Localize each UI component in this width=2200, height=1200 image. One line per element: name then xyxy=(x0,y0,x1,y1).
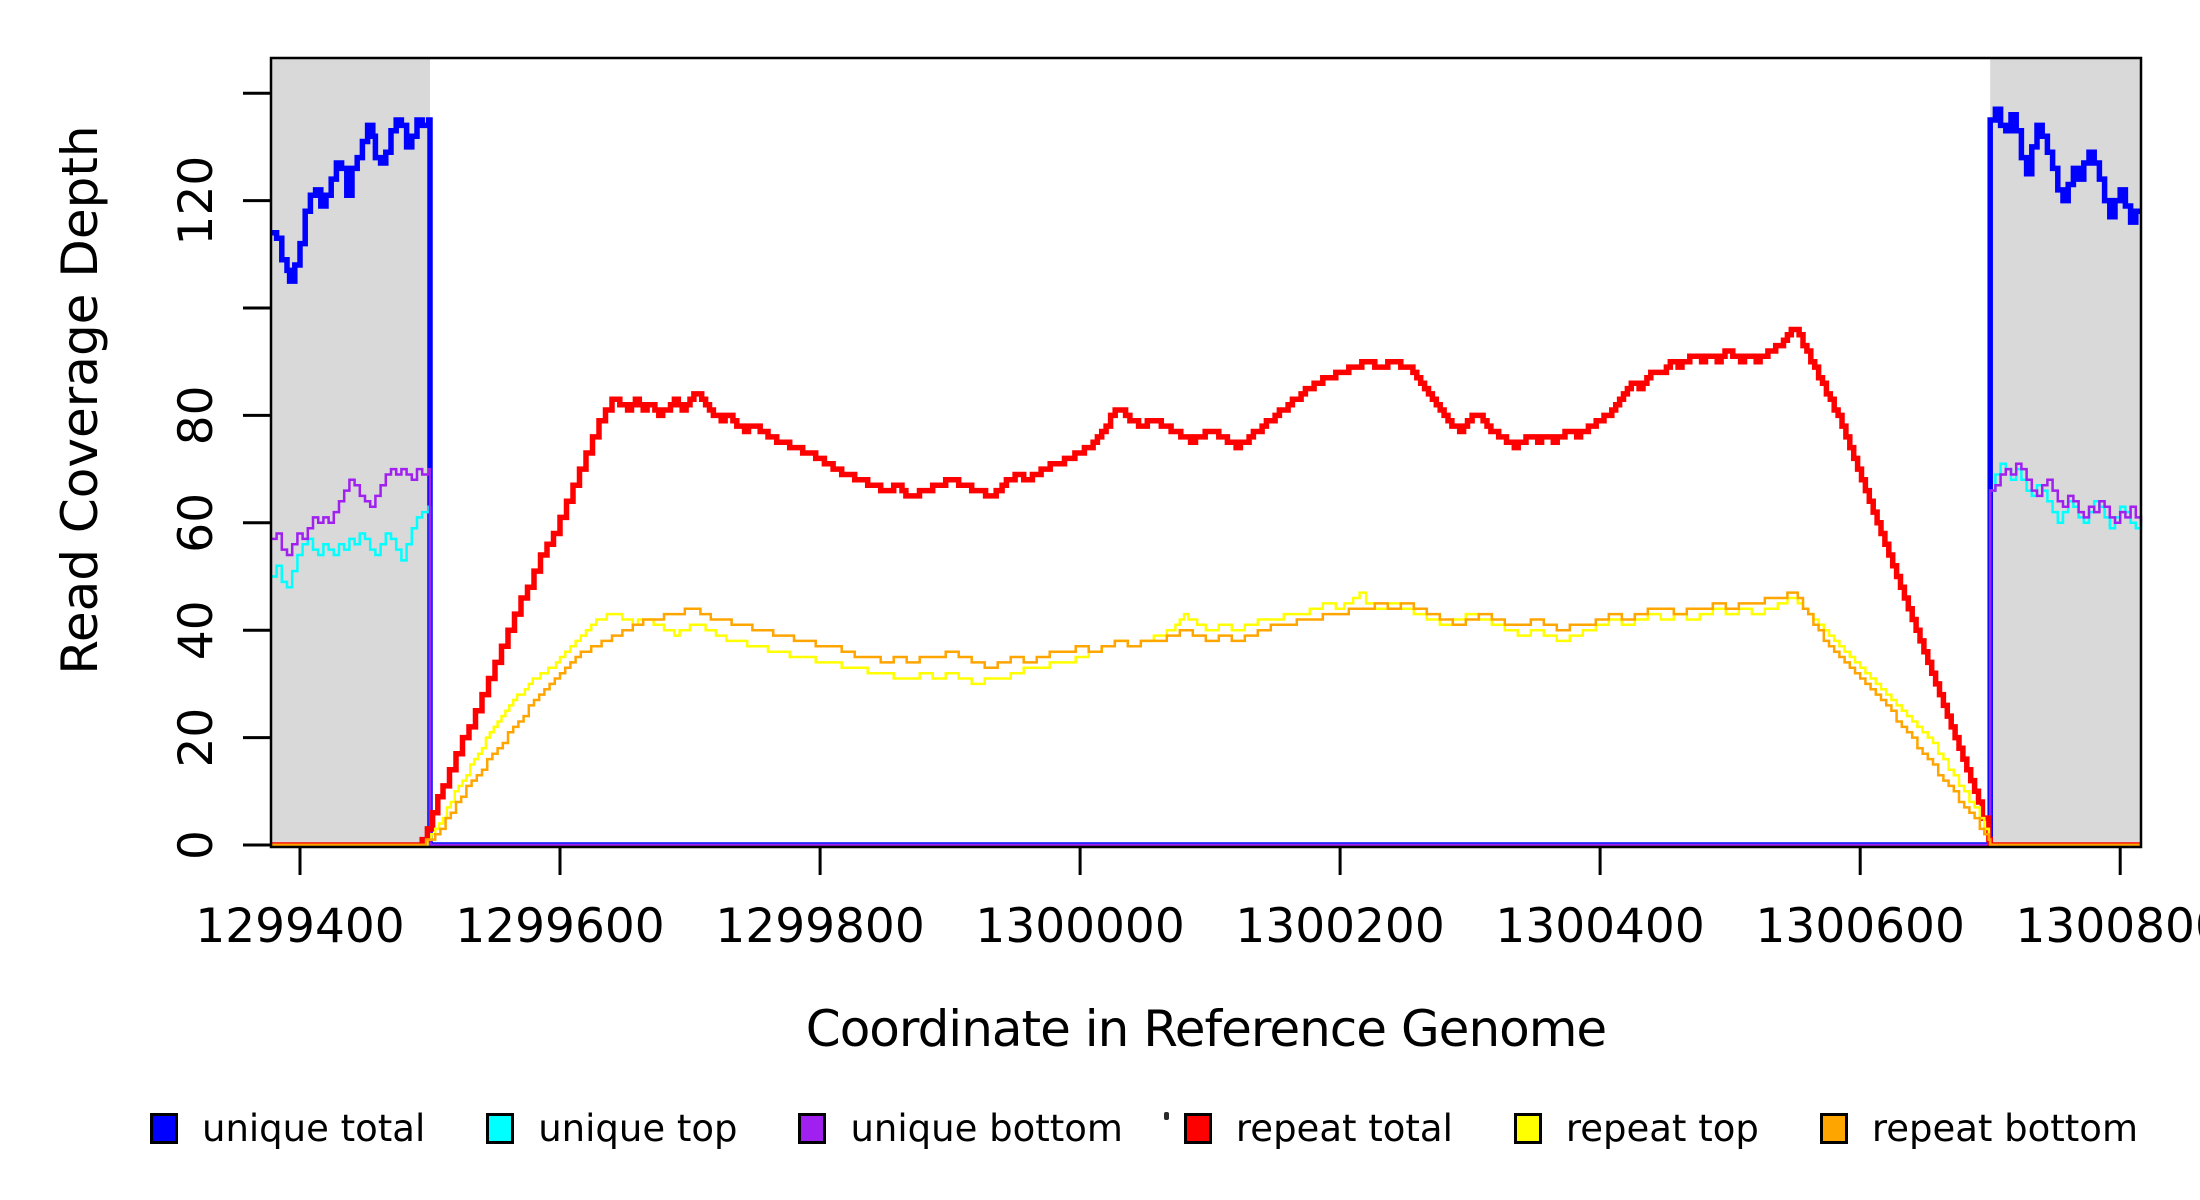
plot-canvas: 0 20 40 60 80 120 1299400 1299600 1299800 1300000… xyxy=(169,56,2200,954)
legend-label: repeat total xyxy=(1235,1106,1453,1150)
legend-swatch xyxy=(1183,1112,1212,1144)
legend-label: unique top xyxy=(538,1106,738,1150)
series-repeat-total xyxy=(271,326,2141,848)
y-tick-label: 120 xyxy=(169,156,224,246)
legend-swatch xyxy=(486,1112,515,1144)
legend-swatch xyxy=(150,1112,178,1144)
x-tick-label: 1300600 xyxy=(1756,899,1965,954)
legend: unique total unique top unique bottom repea… xyxy=(150,1098,2138,1158)
x-tick-label: 1300800 xyxy=(2016,899,2200,954)
stray-mark xyxy=(1164,1112,1169,1120)
y-tick-label: 80 xyxy=(169,385,224,445)
series-unique-bottom xyxy=(271,462,2143,847)
x-tick-label: 1299800 xyxy=(715,899,924,954)
series-repeat-bottom xyxy=(271,591,2141,847)
x-tick-label: 1299600 xyxy=(455,899,664,954)
legend-swatch xyxy=(1513,1112,1542,1144)
legend-item-repeat-bottom: repeat bottom xyxy=(1819,1106,2138,1150)
legend-label: repeat bottom xyxy=(1871,1106,2138,1150)
legend-swatch xyxy=(1819,1112,1848,1144)
series-repeat-top xyxy=(271,591,2141,847)
legend-label: unique bottom xyxy=(850,1106,1123,1150)
y-tick-label: 40 xyxy=(169,600,224,660)
plot-border xyxy=(269,56,2143,849)
legend-label: repeat top xyxy=(1565,1106,1759,1150)
y-tick-label: 20 xyxy=(169,708,224,768)
legend-label: unique total xyxy=(202,1106,426,1150)
y-tick-label: 0 xyxy=(169,830,224,860)
legend-item-unique-top: unique top xyxy=(486,1106,738,1150)
legend-item-repeat-top: repeat top xyxy=(1513,1106,1759,1150)
x-axis-title: Coordinate in Reference Genome xyxy=(805,1000,1607,1058)
shaded-region xyxy=(1990,58,2141,847)
series-unique-top xyxy=(271,462,2143,847)
legend-item-repeat-total: repeat total xyxy=(1183,1106,1453,1150)
x-tick-label: 1300200 xyxy=(1235,899,1444,954)
y-axis-title: Read Coverage Depth xyxy=(51,125,109,675)
legend-item-unique-total: unique total xyxy=(150,1107,425,1150)
legend-item-unique-bottom: unique bottom xyxy=(798,1106,1123,1150)
legend-swatch xyxy=(798,1112,827,1144)
x-tick-label: 1300400 xyxy=(1495,899,1704,954)
y-tick-label: 60 xyxy=(169,493,224,553)
x-tick-label: 1299400 xyxy=(195,899,404,954)
x-tick-label: 1300000 xyxy=(975,899,1184,954)
